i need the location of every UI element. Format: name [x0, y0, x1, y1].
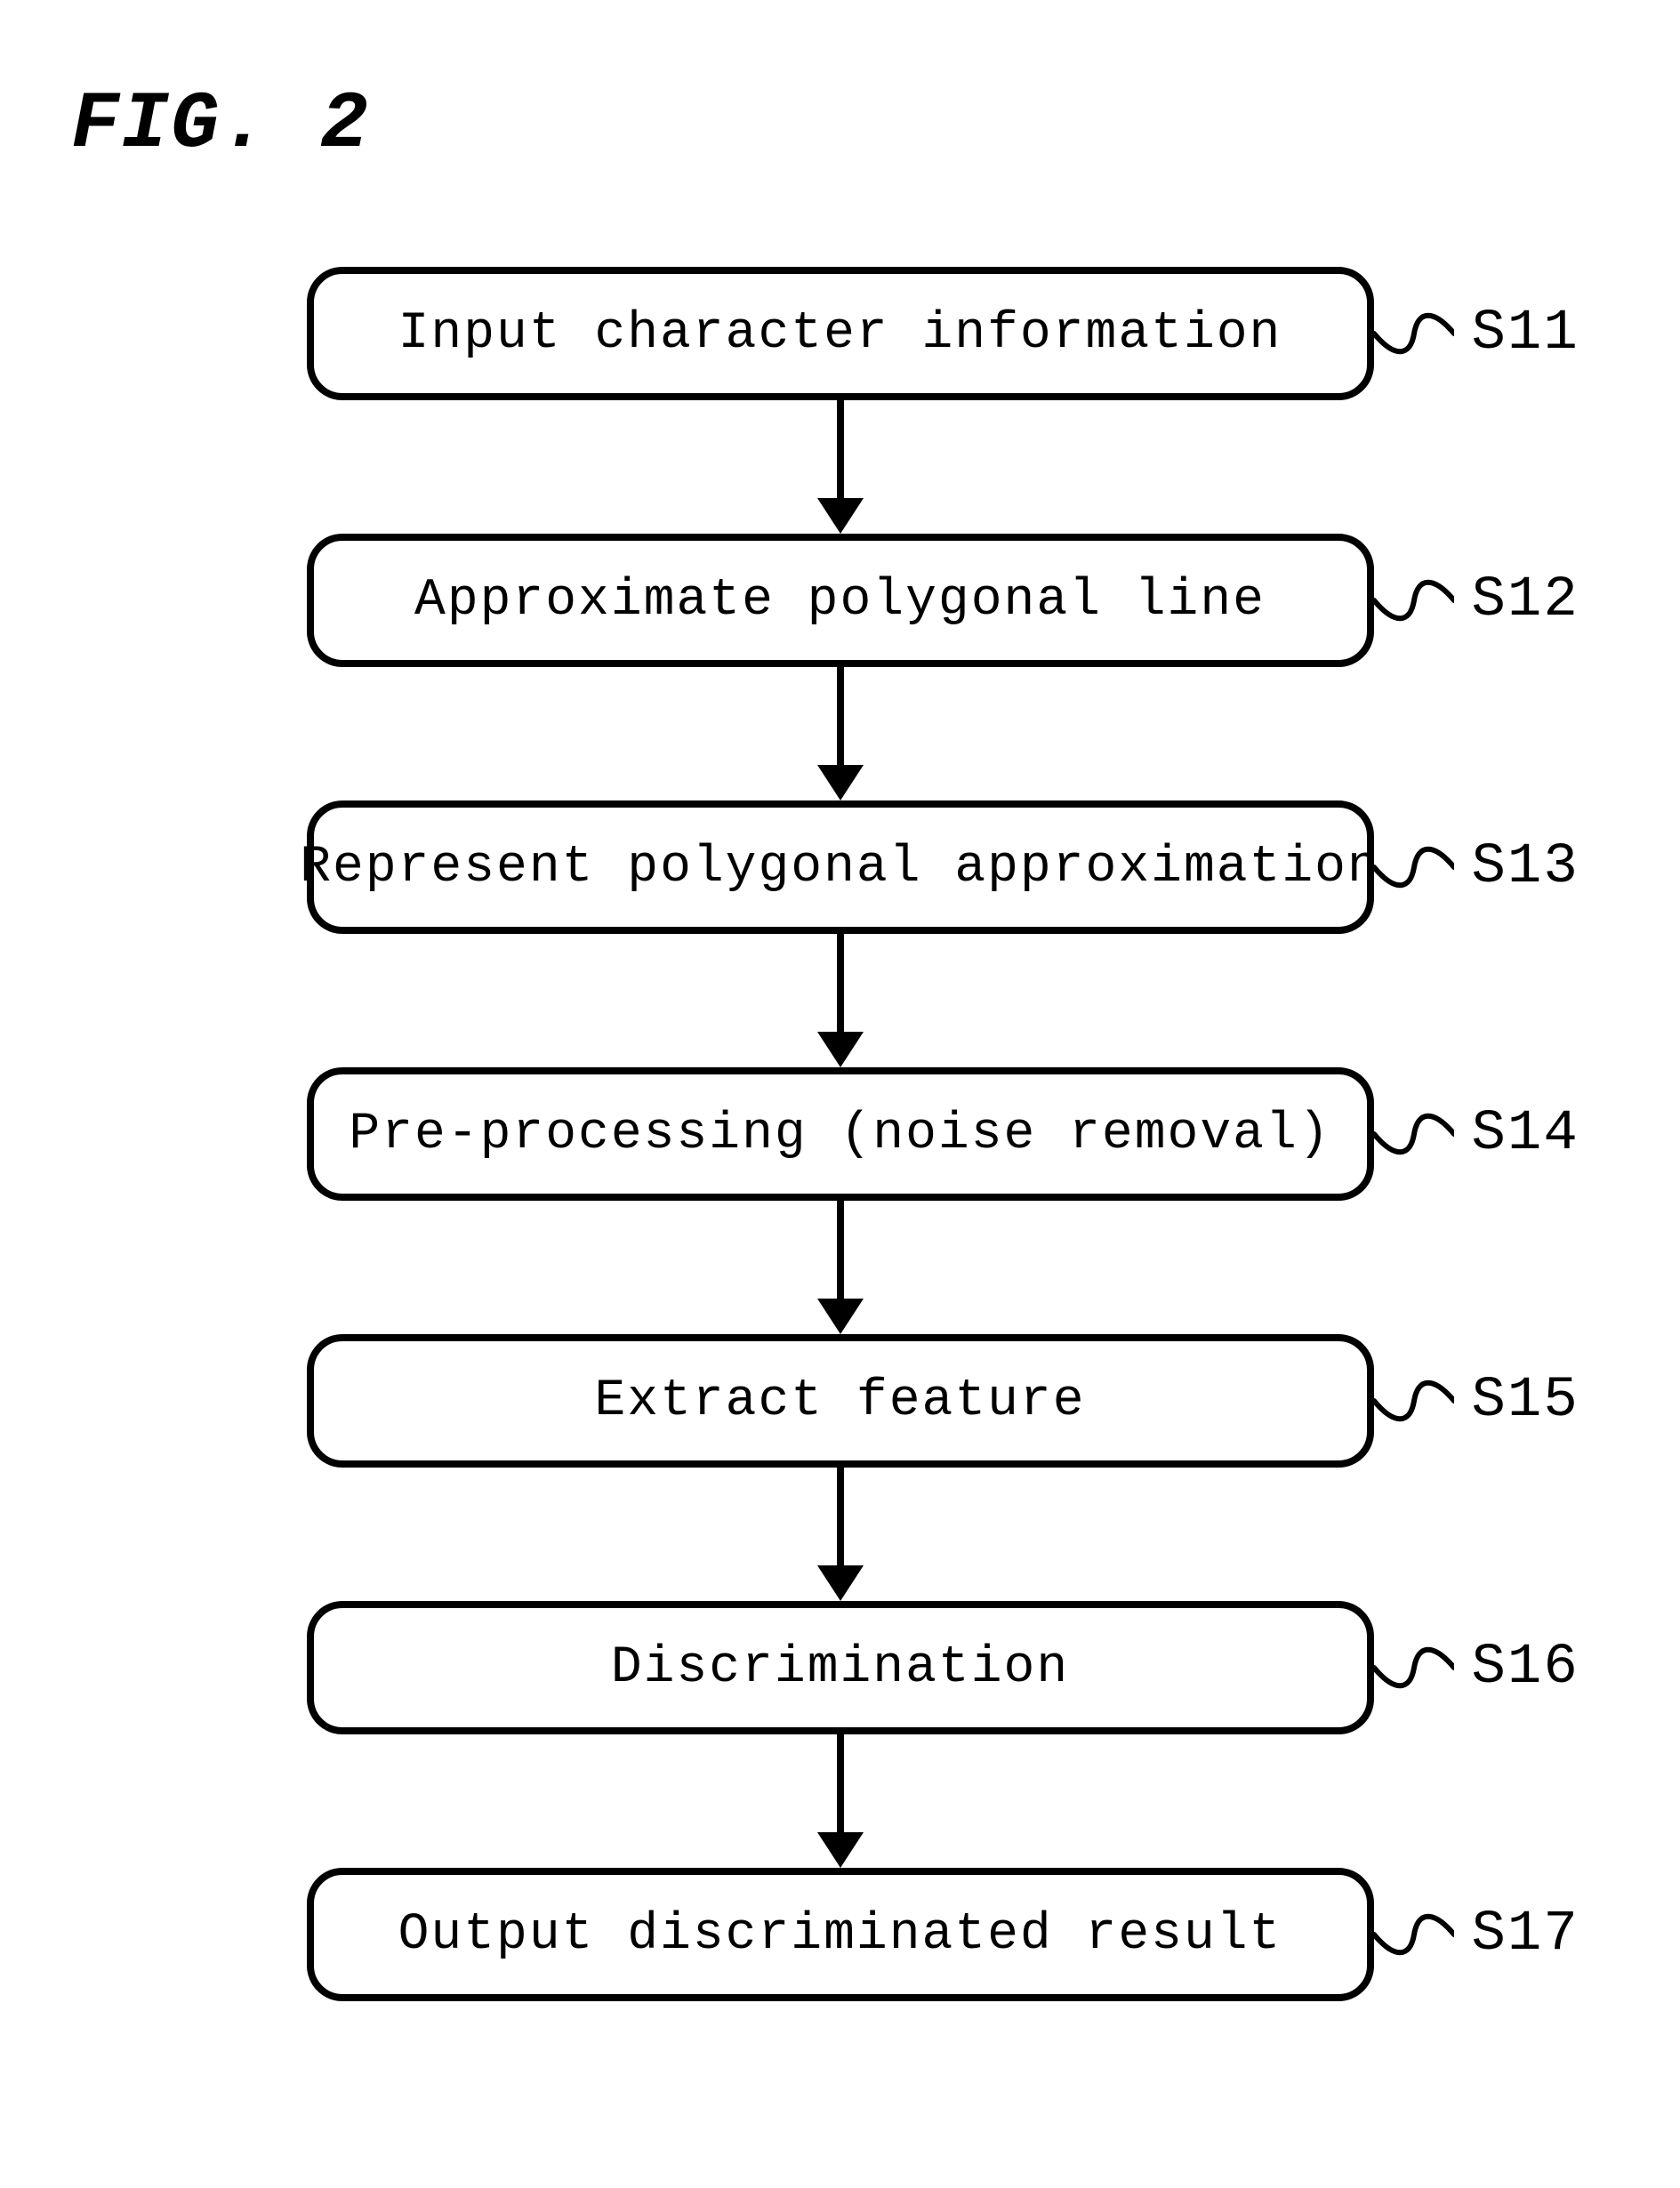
connector-swish-icon: [1374, 1374, 1454, 1428]
flowchart-step-box: Extract feature: [307, 1334, 1374, 1468]
arrow-head: [817, 1565, 864, 1601]
flowchart-step-label-group: S11: [1374, 302, 1580, 366]
flowchart-step-label-group: S15: [1374, 1369, 1580, 1433]
page: FIG. 2 Input character informationS11App…: [0, 0, 1680, 2188]
connector-swish-icon: [1374, 307, 1454, 360]
arrow-shaft: [837, 1468, 844, 1565]
arrow-down-icon: [817, 1734, 864, 1868]
arrow-head: [817, 1032, 864, 1067]
arrow-shaft: [837, 400, 844, 498]
flowchart-step: DiscriminationS16: [307, 1601, 1374, 1734]
flowchart-step-label-group: S12: [1374, 568, 1580, 632]
flowchart-step: Pre-processing (noise removal)S14: [307, 1067, 1374, 1201]
flowchart-step: Output discriminated resultS17: [307, 1868, 1374, 2001]
flowchart-step-box: Discrimination: [307, 1601, 1374, 1734]
flowchart-step-label-group: S17: [1374, 1902, 1580, 1967]
flowchart-step-box: Input character information: [307, 267, 1374, 400]
arrow-head: [817, 765, 864, 800]
flowchart-step-label: S14: [1472, 1102, 1580, 1166]
flowchart-step: Input character informationS11: [307, 267, 1374, 400]
figure-title: FIG. 2: [71, 80, 370, 171]
arrow-shaft: [837, 667, 844, 765]
arrow-down-icon: [817, 667, 864, 800]
arrow-shaft: [837, 1201, 844, 1299]
arrow-head: [817, 1299, 864, 1334]
flowchart-step-label-group: S13: [1374, 835, 1580, 899]
flowchart-step-label: S15: [1472, 1369, 1580, 1433]
flowchart-step-box: Represent polygonal approximation: [307, 800, 1374, 934]
flowchart-step-box: Approximate polygonal line: [307, 534, 1374, 667]
flowchart-step: Extract featureS15: [307, 1334, 1374, 1468]
flowchart-step: Represent polygonal approximationS13: [307, 800, 1374, 934]
flowchart-step-label: S13: [1472, 835, 1580, 899]
flowchart-step-label: S16: [1472, 1636, 1580, 1700]
arrow-down-icon: [817, 1201, 864, 1334]
arrow-head: [817, 498, 864, 534]
arrow-head: [817, 1832, 864, 1868]
arrow-shaft: [837, 1734, 844, 1832]
flowchart-step: Approximate polygonal lineS12: [307, 534, 1374, 667]
flowchart-step-label-group: S16: [1374, 1636, 1580, 1700]
flowchart-step-box: Output discriminated result: [307, 1868, 1374, 2001]
flowchart: Input character informationS11 Approximat…: [307, 267, 1374, 2001]
flowchart-step-label-group: S14: [1374, 1102, 1580, 1166]
connector-swish-icon: [1374, 1107, 1454, 1161]
connector-swish-icon: [1374, 1641, 1454, 1694]
arrow-down-icon: [817, 1468, 864, 1601]
connector-swish-icon: [1374, 841, 1454, 894]
connector-swish-icon: [1374, 1908, 1454, 1961]
arrow-down-icon: [817, 934, 864, 1067]
flowchart-step-label: S17: [1472, 1902, 1580, 1967]
arrow-down-icon: [817, 400, 864, 534]
flowchart-step-label: S11: [1472, 302, 1580, 366]
arrow-shaft: [837, 934, 844, 1032]
flowchart-step-box: Pre-processing (noise removal): [307, 1067, 1374, 1201]
flowchart-step-label: S12: [1472, 568, 1580, 632]
connector-swish-icon: [1374, 574, 1454, 627]
